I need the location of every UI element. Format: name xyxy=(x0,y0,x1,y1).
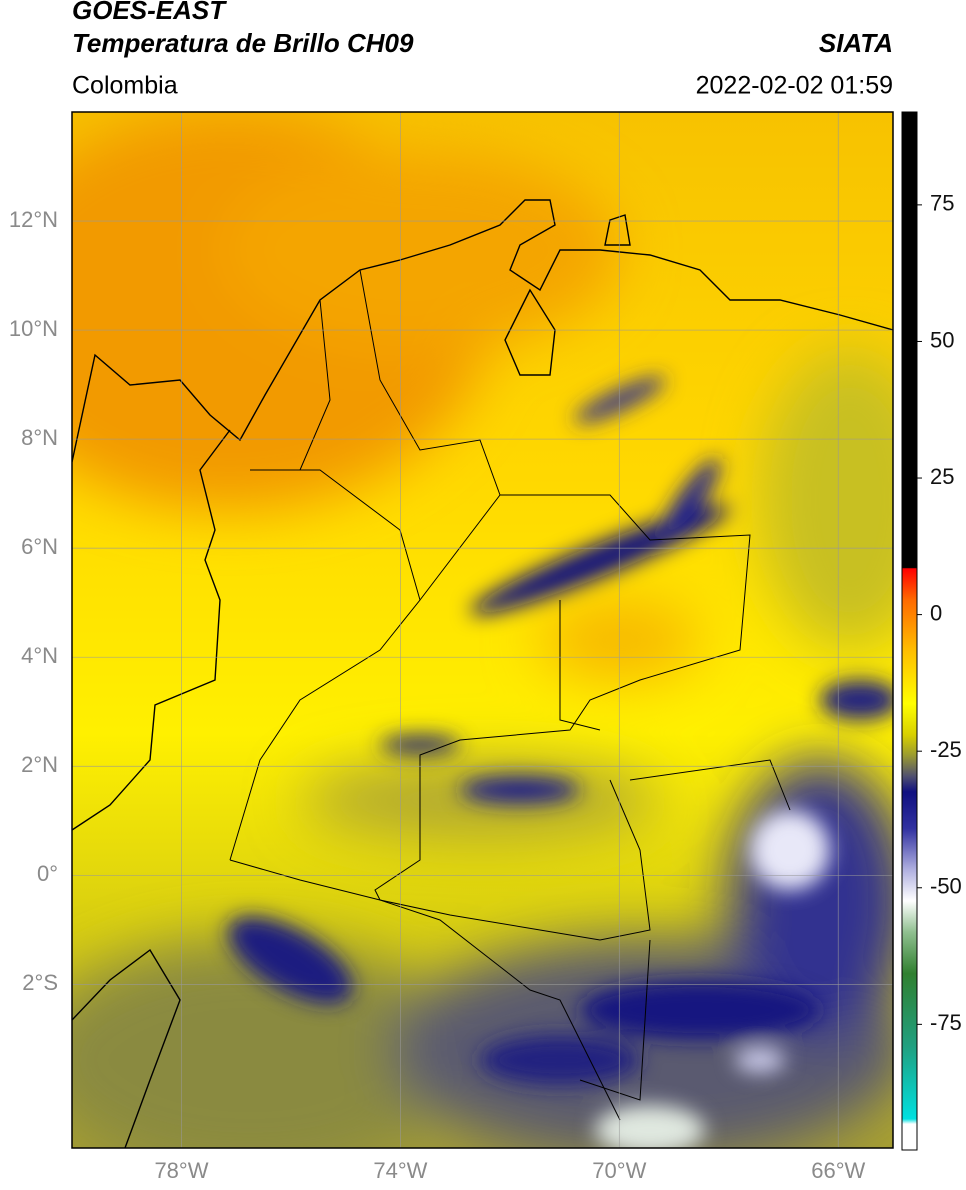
graticule xyxy=(72,112,893,1148)
lat-tick-label: 12°N xyxy=(9,207,58,232)
lat-tick-label: 2°N xyxy=(21,752,58,777)
colorbar xyxy=(901,111,918,1151)
title: GOES-EAST xyxy=(72,0,227,25)
lat-tick-label: 8°N xyxy=(21,425,58,450)
colorbar-tick-label: -50 xyxy=(930,874,962,899)
lat-tick-label: 2°S xyxy=(22,970,58,995)
lat-tick-label: 10°N xyxy=(9,316,58,341)
lat-tick-label: 0° xyxy=(37,861,58,886)
colorbar-tick-label: -25 xyxy=(930,737,962,762)
colorbar-tick-label: -75 xyxy=(930,1010,962,1035)
datetime: 2022-02-02 01:59 xyxy=(696,72,893,100)
borders xyxy=(229,269,791,1121)
satellite-image xyxy=(72,112,893,1148)
region: Colombia xyxy=(72,72,178,100)
colorbar-tick-label: 50 xyxy=(930,327,954,352)
lon-tick-label: 66°W xyxy=(811,1158,865,1183)
lat-tick-label: 4°N xyxy=(21,643,58,668)
source: SIATA xyxy=(819,28,893,58)
subtitle: Temperatura de Brillo CH09 xyxy=(72,28,414,58)
colorbar-tick-label: 25 xyxy=(930,464,954,489)
lon-tick-label: 70°W xyxy=(592,1158,646,1183)
coastline xyxy=(72,199,893,1148)
lon-tick-label: 74°W xyxy=(373,1158,427,1183)
colorbar-tick-label: 75 xyxy=(930,191,954,216)
lat-tick-label: 6°N xyxy=(21,534,58,559)
map-frame xyxy=(71,111,894,1149)
lon-tick-label: 78°W xyxy=(154,1158,208,1183)
colorbar-tick-label: 0 xyxy=(930,600,942,625)
